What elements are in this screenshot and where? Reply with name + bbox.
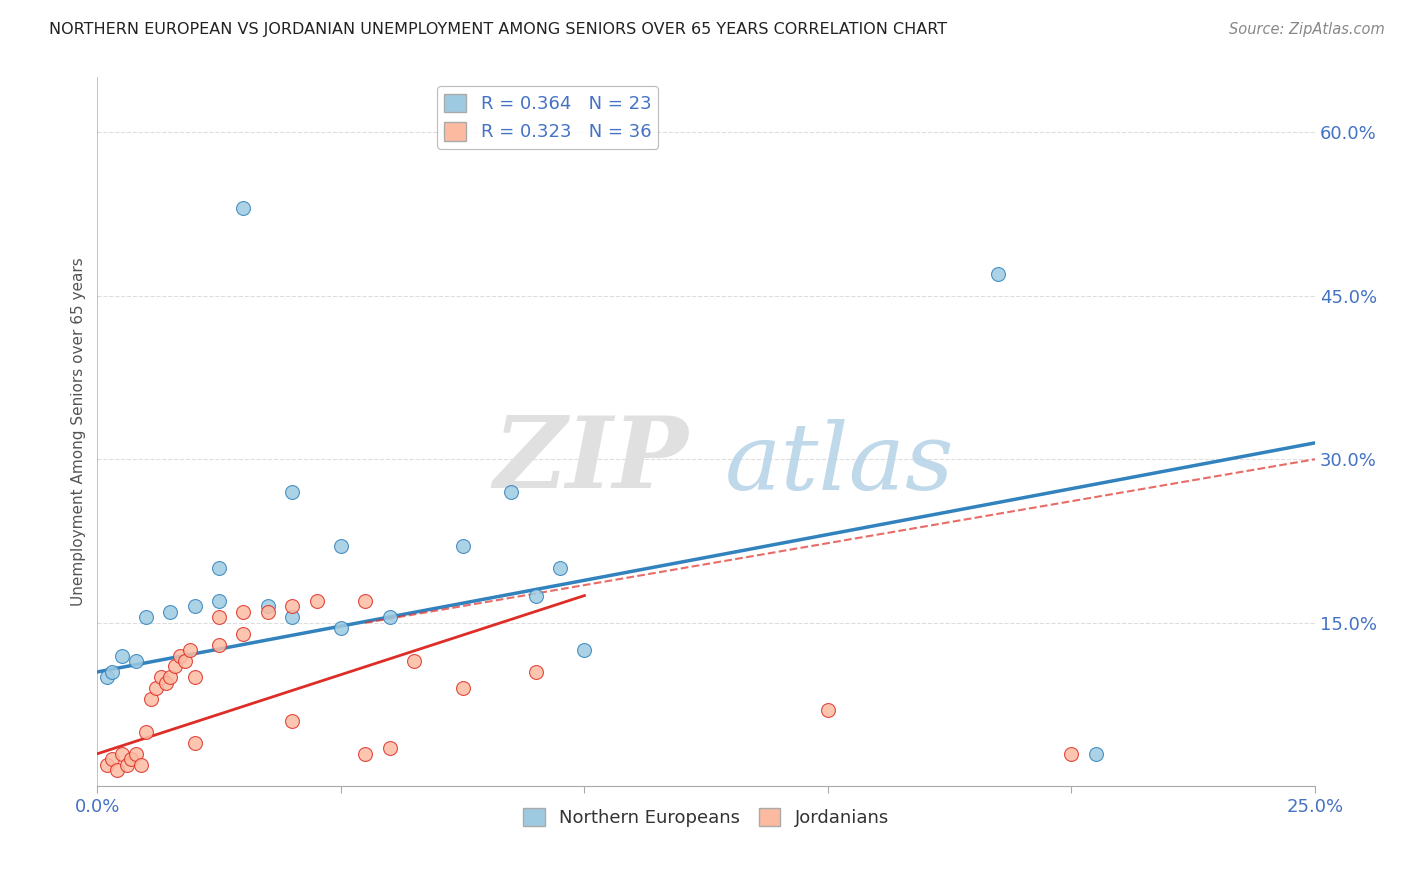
- Legend: Northern Europeans, Jordanians: Northern Europeans, Jordanians: [516, 800, 896, 834]
- Point: [574, 643, 596, 657]
- Point: [96, 670, 118, 684]
- Point: [174, 654, 197, 668]
- Point: [135, 610, 157, 624]
- Y-axis label: Unemployment Among Seniors over 65 years: Unemployment Among Seniors over 65 years: [72, 258, 86, 607]
- Point: [208, 561, 231, 575]
- Point: [378, 741, 401, 756]
- Point: [256, 605, 278, 619]
- Point: [129, 757, 152, 772]
- Point: [184, 599, 207, 614]
- Point: [451, 540, 474, 554]
- Point: [524, 665, 547, 679]
- Point: [232, 626, 254, 640]
- Point: [354, 594, 377, 608]
- Point: [165, 659, 187, 673]
- Text: Source: ZipAtlas.com: Source: ZipAtlas.com: [1229, 22, 1385, 37]
- Point: [135, 725, 157, 739]
- Point: [111, 648, 134, 663]
- Point: [208, 638, 231, 652]
- Point: [1060, 747, 1083, 761]
- Point: [111, 747, 134, 761]
- Point: [115, 757, 138, 772]
- Point: [169, 648, 191, 663]
- Point: [101, 752, 124, 766]
- Point: [149, 670, 172, 684]
- Point: [101, 665, 124, 679]
- Point: [184, 736, 207, 750]
- Point: [184, 670, 207, 684]
- Point: [281, 485, 304, 500]
- Point: [208, 594, 231, 608]
- Point: [125, 654, 148, 668]
- Text: ZIP: ZIP: [494, 412, 688, 508]
- Point: [125, 747, 148, 761]
- Point: [987, 267, 1010, 281]
- Point: [179, 643, 201, 657]
- Point: [232, 605, 254, 619]
- Point: [159, 605, 181, 619]
- Point: [232, 202, 254, 216]
- Point: [155, 676, 177, 690]
- Point: [159, 670, 181, 684]
- Point: [451, 681, 474, 696]
- Point: [524, 589, 547, 603]
- Point: [281, 599, 304, 614]
- Point: [120, 752, 142, 766]
- Point: [96, 757, 118, 772]
- Point: [329, 540, 352, 554]
- Point: [305, 594, 328, 608]
- Point: [281, 714, 304, 728]
- Point: [354, 747, 377, 761]
- Point: [329, 621, 352, 635]
- Point: [139, 692, 162, 706]
- Point: [501, 485, 523, 500]
- Point: [105, 763, 128, 777]
- Point: [402, 654, 425, 668]
- Point: [1084, 747, 1107, 761]
- Point: [208, 610, 231, 624]
- Point: [378, 610, 401, 624]
- Point: [817, 703, 839, 717]
- Text: atlas: atlas: [724, 419, 953, 508]
- Point: [548, 561, 571, 575]
- Text: NORTHERN EUROPEAN VS JORDANIAN UNEMPLOYMENT AMONG SENIORS OVER 65 YEARS CORRELAT: NORTHERN EUROPEAN VS JORDANIAN UNEMPLOYM…: [49, 22, 948, 37]
- Point: [256, 599, 278, 614]
- Point: [281, 610, 304, 624]
- Point: [145, 681, 167, 696]
